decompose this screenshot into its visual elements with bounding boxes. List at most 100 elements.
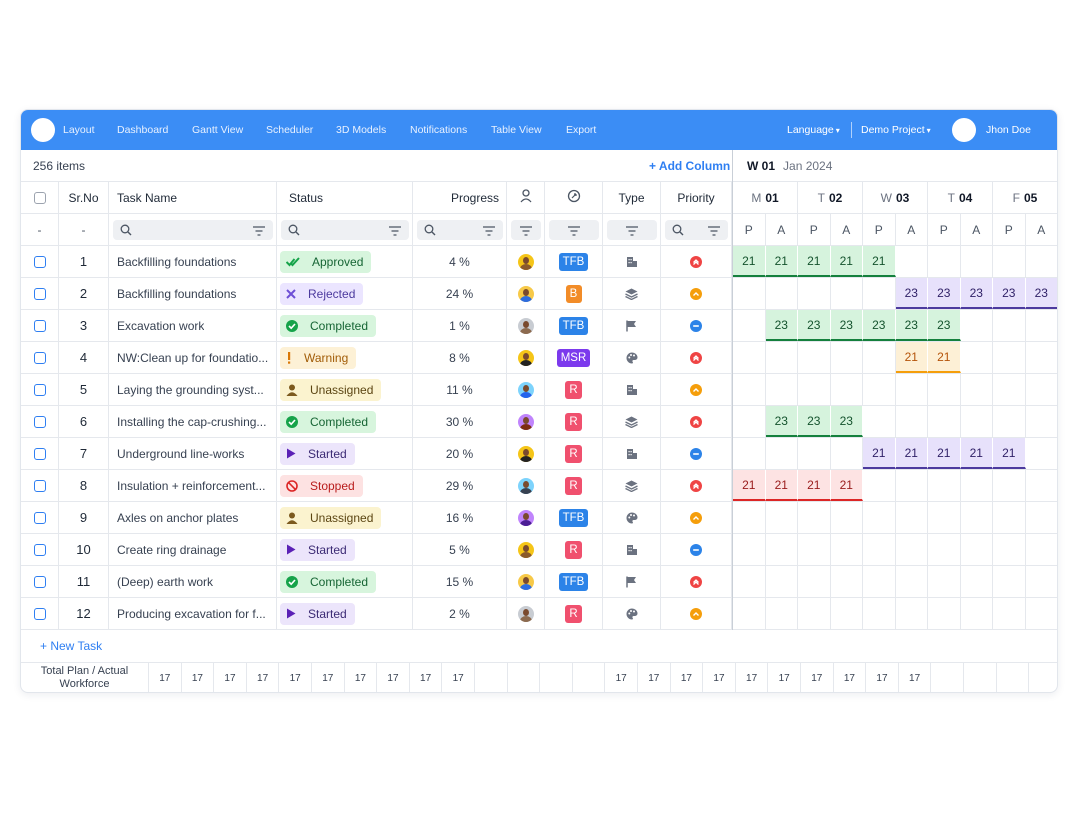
- team-tag[interactable]: TFB: [558, 508, 589, 527]
- assignee-avatar[interactable]: [517, 349, 534, 366]
- gantt-grid-cell[interactable]: [993, 566, 1026, 598]
- gantt-grid-cell[interactable]: [960, 406, 993, 438]
- gantt-grid-cell[interactable]: [928, 470, 961, 502]
- team-tag[interactable]: TFB: [558, 316, 589, 335]
- gantt-grid-cell[interactable]: [895, 534, 928, 566]
- assignee-avatar[interactable]: [517, 573, 534, 590]
- row-checkbox[interactable]: [33, 447, 46, 460]
- priority-high-icon[interactable]: [690, 255, 702, 268]
- gantt-bar-segment[interactable]: 21: [830, 470, 863, 501]
- status-badge[interactable]: Warning: [280, 346, 357, 369]
- add-column-button[interactable]: + Add Column: [649, 159, 731, 173]
- team-tag[interactable]: TFB: [558, 252, 589, 271]
- gantt-grid-cell[interactable]: [733, 406, 766, 438]
- nav-notifications[interactable]: Notifications: [410, 124, 468, 136]
- gantt-grid-cell[interactable]: [1025, 566, 1057, 598]
- gantt-grid-cell[interactable]: [960, 246, 993, 278]
- gantt-grid-cell[interactable]: [1025, 342, 1057, 374]
- filter-input-progress[interactable]: [417, 220, 503, 240]
- status-badge[interactable]: Completed: [280, 314, 377, 337]
- gantt-grid-cell[interactable]: [798, 278, 831, 310]
- gantt-grid-cell[interactable]: [765, 438, 798, 470]
- gantt-grid-cell[interactable]: [798, 566, 831, 598]
- gantt-grid-cell[interactable]: [863, 374, 896, 406]
- team-tag[interactable]: R: [565, 380, 582, 399]
- gantt-bar-segment[interactable]: 23: [895, 310, 928, 341]
- status-badge[interactable]: Completed: [280, 570, 377, 593]
- row-checkbox[interactable]: [33, 351, 46, 364]
- task-name[interactable]: NW:Clean up for foundatio...: [117, 350, 269, 365]
- row-checkbox[interactable]: [33, 383, 46, 396]
- gantt-grid-cell[interactable]: [733, 374, 766, 406]
- team-tag[interactable]: R: [565, 604, 582, 623]
- gantt-grid-cell[interactable]: [863, 406, 896, 438]
- select-all-checkbox[interactable]: [33, 191, 46, 204]
- gantt-bar-segment[interactable]: 23: [765, 310, 798, 341]
- priority-high-icon[interactable]: [690, 479, 702, 492]
- gantt-bar-segment[interactable]: 21: [798, 246, 831, 277]
- gantt-grid-cell[interactable]: [895, 470, 928, 502]
- gantt-grid-cell[interactable]: [1025, 502, 1057, 534]
- gantt-grid-cell[interactable]: [993, 502, 1026, 534]
- filter-input-type[interactable]: [607, 220, 657, 240]
- gantt-grid-cell[interactable]: [993, 246, 1026, 278]
- status-badge[interactable]: Started: [280, 538, 355, 561]
- gantt-grid-cell[interactable]: [928, 534, 961, 566]
- gantt-grid-cell[interactable]: [733, 502, 766, 534]
- assignee-avatar[interactable]: [517, 477, 534, 494]
- status-badge[interactable]: Started: [280, 602, 355, 625]
- gantt-grid-cell[interactable]: [1025, 470, 1057, 502]
- status-badge[interactable]: Approved: [280, 250, 372, 273]
- gantt-grid-cell[interactable]: [928, 374, 961, 406]
- gantt-grid-cell[interactable]: [1025, 246, 1057, 278]
- new-task-button[interactable]: + New Task: [40, 639, 103, 653]
- row-checkbox[interactable]: [33, 575, 46, 588]
- gantt-grid-cell[interactable]: [798, 534, 831, 566]
- gantt-grid-cell[interactable]: [863, 278, 896, 310]
- status-badge[interactable]: Rejected: [280, 282, 364, 305]
- gantt-bar-segment[interactable]: 21: [993, 438, 1026, 469]
- row-checkbox[interactable]: [33, 511, 46, 524]
- gantt-grid-cell[interactable]: [765, 278, 798, 310]
- gantt-grid-cell[interactable]: [1025, 406, 1057, 438]
- gantt-grid-cell[interactable]: [960, 598, 993, 630]
- gantt-grid-cell[interactable]: [1025, 598, 1057, 630]
- priority-medium-icon[interactable]: [690, 607, 702, 620]
- gantt-grid-cell[interactable]: [928, 598, 961, 630]
- gantt-bar-segment[interactable]: 21: [960, 438, 993, 469]
- priority-medium-icon[interactable]: [690, 383, 702, 396]
- assignee-avatar[interactable]: [517, 413, 534, 430]
- assignee-avatar[interactable]: [517, 509, 534, 526]
- gantt-bar-segment[interactable]: 21: [863, 246, 896, 277]
- gantt-grid-cell[interactable]: [733, 310, 766, 342]
- gantt-grid-cell[interactable]: [863, 566, 896, 598]
- gantt-grid-cell[interactable]: [733, 438, 766, 470]
- gantt-grid-cell[interactable]: [993, 374, 1026, 406]
- gantt-grid-cell[interactable]: [733, 278, 766, 310]
- gantt-bar-segment[interactable]: 21: [928, 342, 961, 373]
- gantt-grid-cell[interactable]: [798, 438, 831, 470]
- gantt-grid-cell[interactable]: [765, 598, 798, 630]
- gantt-grid-cell[interactable]: [993, 598, 1026, 630]
- assignee-avatar[interactable]: [517, 317, 534, 334]
- gantt-grid-cell[interactable]: [830, 278, 863, 310]
- gantt-grid-cell[interactable]: [960, 342, 993, 374]
- gantt-bar-segment[interactable]: 23: [928, 278, 961, 309]
- gantt-bar-segment[interactable]: 23: [895, 278, 928, 309]
- gantt-grid-cell[interactable]: [830, 374, 863, 406]
- team-tag[interactable]: B: [565, 284, 582, 303]
- filter-icon[interactable]: [568, 225, 580, 239]
- gantt-grid-cell[interactable]: [733, 566, 766, 598]
- gantt-grid-cell[interactable]: [993, 342, 1026, 374]
- row-checkbox[interactable]: [33, 319, 46, 332]
- status-badge[interactable]: Unassigned: [280, 506, 382, 529]
- gantt-grid-cell[interactable]: [1025, 534, 1057, 566]
- gantt-bar-segment[interactable]: 23: [830, 406, 863, 437]
- team-tag[interactable]: R: [565, 476, 582, 495]
- gantt-grid-cell[interactable]: [863, 342, 896, 374]
- filter-input-priority[interactable]: [665, 220, 728, 240]
- gantt-grid-cell[interactable]: [863, 598, 896, 630]
- task-name[interactable]: Installing the cap-crushing...: [117, 414, 267, 429]
- gantt-grid-cell[interactable]: [993, 310, 1026, 342]
- gantt-grid-cell[interactable]: [798, 502, 831, 534]
